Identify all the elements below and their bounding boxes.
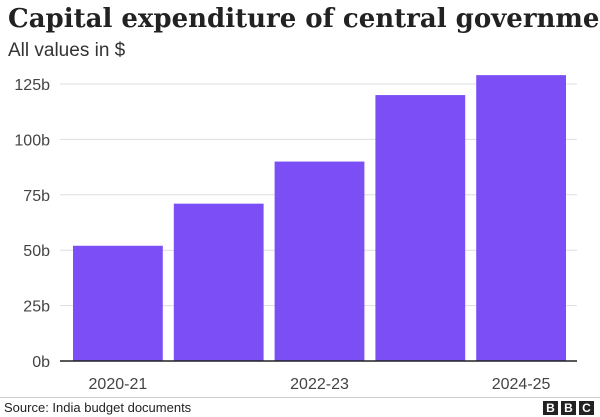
bar-2021-22 bbox=[173, 203, 264, 361]
y-tick-label: 100b bbox=[14, 132, 50, 149]
y-tick-label: 25b bbox=[23, 299, 50, 316]
footer-divider bbox=[0, 397, 600, 398]
chart-subtitle: All values in $ bbox=[8, 40, 126, 61]
bar-2022-23 bbox=[274, 161, 365, 361]
logo-letter: B bbox=[561, 401, 576, 415]
y-tick-label: 125b bbox=[14, 77, 50, 94]
y-tick-label: 0b bbox=[32, 354, 50, 371]
bar-2023-24 bbox=[375, 95, 466, 361]
source-note: Source: India budget documents bbox=[4, 400, 192, 415]
bar-2020-21 bbox=[73, 245, 163, 361]
logo-letter: B bbox=[543, 401, 558, 415]
x-tick-label: 2024-25 bbox=[492, 376, 551, 393]
bar-chart: 0b 25b 50b 75b 100b 125b 2020-21 2022-23 2024-25 bbox=[14, 75, 577, 393]
y-tick-label: 75b bbox=[23, 188, 50, 205]
x-tick-label: 2020-21 bbox=[89, 376, 148, 393]
x-tick-label: 2022-23 bbox=[290, 376, 349, 393]
bar-2024-25 bbox=[476, 75, 566, 362]
bbc-logo: B B C bbox=[543, 401, 594, 415]
chart-title: Capital expenditure of central governmen… bbox=[8, 4, 600, 34]
logo-letter: C bbox=[579, 401, 594, 415]
y-tick-label: 50b bbox=[23, 243, 50, 260]
